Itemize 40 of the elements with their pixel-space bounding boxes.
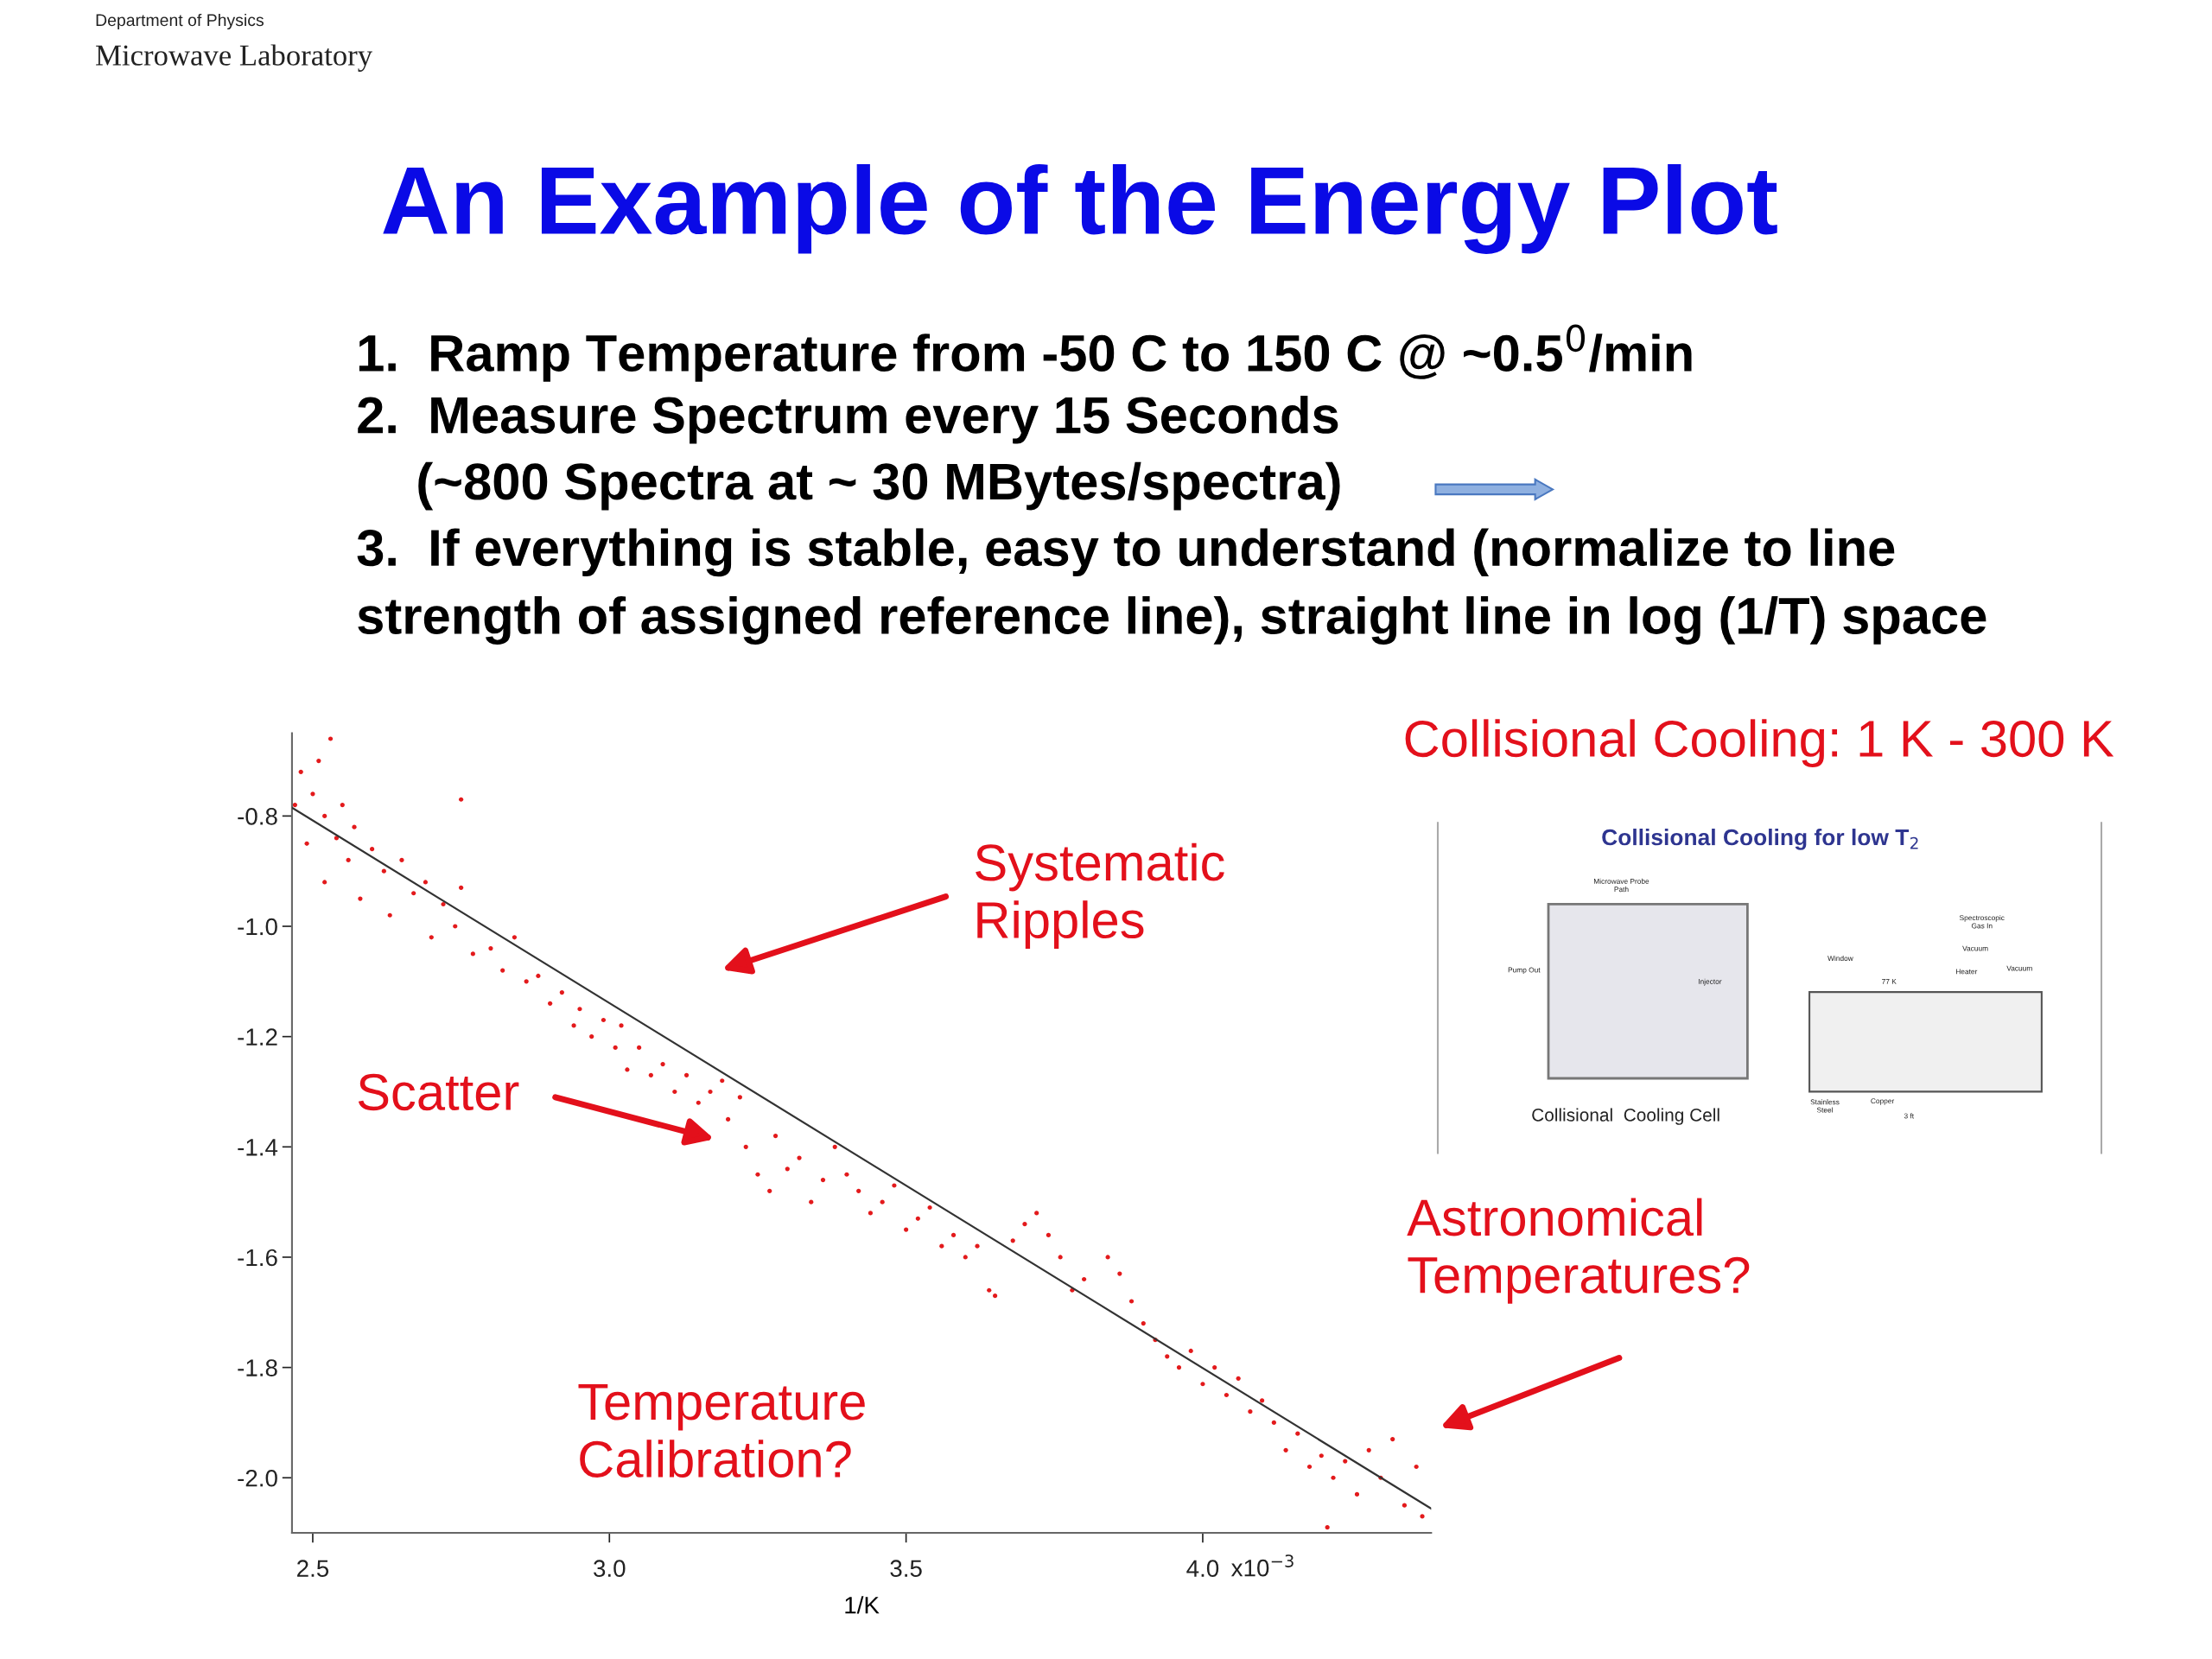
y-tick-label: -1.2 [238,1028,277,1046]
text: x10$^{−3}$ [1230,1554,1294,1577]
x-tick-label: 3.5 [890,1560,922,1578]
text: Microwave Laboratory [96,44,372,72]
text: Microwave Probe Path [1593,878,1649,893]
text: Vacuum [2006,965,2032,971]
annotation: Scatter [358,1073,519,1111]
annotation: Systematic Ripples [976,842,1224,949]
text: (~800 Spectra at ~ 30 MBytes/spectra) [418,461,1340,511]
chart-title: An Example of the Energy Plot [383,163,1777,254]
text: Heater [1956,969,1978,975]
annotation: Collisional Cooling: 1 K - 300 K [1405,719,2114,767]
y-tick-label: -2.0 [238,1469,277,1487]
text: Vacuum [1962,945,1988,951]
text: 3 ft [1904,1113,1915,1119]
text: Copper [1871,1098,1895,1105]
y-tick-label: -1.4 [238,1139,278,1156]
x-tick-label: 4.0 [1186,1560,1219,1578]
text: 3. If everything is stable, easy to understand (normalize to line [357,528,1895,577]
text: Stainless Steel [1810,1099,1840,1113]
text: Injector [1698,978,1722,986]
x-tick-label: 2.5 [297,1560,329,1578]
annotation: Astronomical Temperatures? [1407,1198,1750,1304]
y-tick-label: -0.8 [238,808,277,825]
text: Collisional Cooling for low T$_{2}$ [1602,828,1918,850]
y-tick-label: -1.8 [238,1359,277,1376]
text: Pump Out [1508,967,1541,975]
y-tick-label: -1.6 [238,1249,277,1267]
text: Spectroscopic Gas In [1959,915,2005,929]
text: 1. Ramp Temperature from -50 C to 150 C @ ~0.5$^{0}$/min [359,324,1692,382]
text: Collisional Cooling Cell [1532,1108,1719,1125]
text: 2. Measure Spectrum every 15 Seconds [358,395,1338,444]
text: 77 K [1882,979,1897,984]
text: Department of Physics [96,13,264,30]
annotation: Temperature Calibration? [578,1383,865,1478]
text: strength of assigned reference line), straight line in log (1/T) space [358,596,1986,645]
x-tick-label: 3.0 [594,1560,626,1578]
x-axis-title: 1/K [845,1596,880,1614]
text: Window [1827,955,1853,961]
y-tick-label: -1.0 [238,918,277,936]
